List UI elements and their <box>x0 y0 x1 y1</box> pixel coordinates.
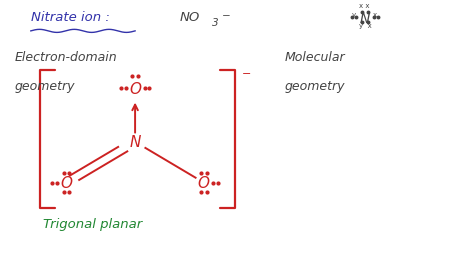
Text: Electron-domain: Electron-domain <box>14 51 117 64</box>
Text: NO: NO <box>180 11 201 24</box>
Text: N: N <box>360 12 370 26</box>
Text: O: O <box>129 82 141 96</box>
Text: x x: x x <box>359 3 369 9</box>
Text: y  x: y x <box>359 23 372 29</box>
Text: Molecular: Molecular <box>284 51 345 64</box>
Text: O: O <box>60 176 73 190</box>
Text: N: N <box>129 135 141 150</box>
Text: 3: 3 <box>212 18 219 28</box>
Text: −: − <box>242 69 251 78</box>
Text: Nitrate ion :: Nitrate ion : <box>31 11 109 24</box>
Text: geometry: geometry <box>284 80 345 93</box>
Text: x: x <box>373 12 377 18</box>
Text: geometry: geometry <box>14 80 75 93</box>
Text: Trigonal planar: Trigonal planar <box>43 217 142 230</box>
Text: −: − <box>222 11 230 21</box>
Text: y: y <box>352 12 356 18</box>
Text: O: O <box>198 176 210 190</box>
